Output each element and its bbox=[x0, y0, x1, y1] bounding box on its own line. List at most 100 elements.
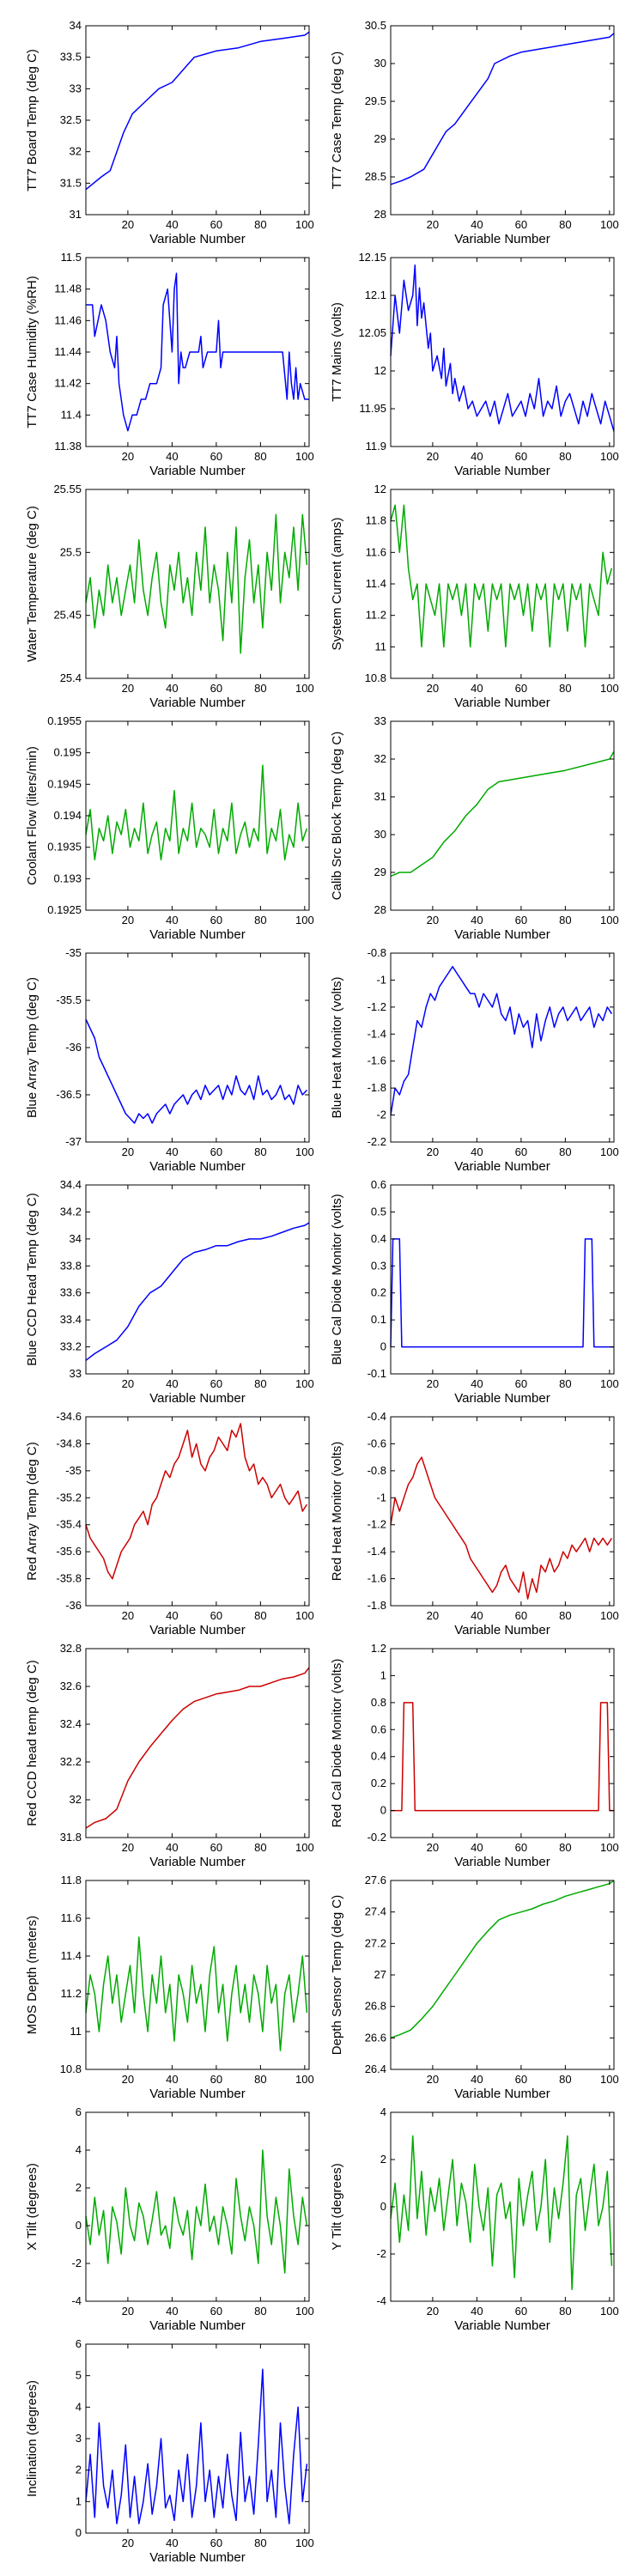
chart-svg: 20 40 60 80 100 -4 -2 0 2 4 Variable Number Y Tilt … bbox=[330, 2105, 619, 2333]
chart-panel-4: 20 40 60 80 100 25.4 25.45 25.5 25.55 Variable Nu… bbox=[25, 483, 314, 710]
y-tick-label: -37 bbox=[65, 1135, 82, 1148]
x-tick-label: 40 bbox=[166, 1609, 178, 1622]
y-tick-label: -0.2 bbox=[368, 1831, 386, 1844]
series-line bbox=[85, 1222, 310, 1361]
x-tick-label: 20 bbox=[427, 450, 439, 463]
y-tick-label: 11.4 bbox=[366, 577, 386, 590]
chart-svg: 20 40 60 80 100 -1.8 -1.6 -1.4 -1.2 -1 -0.8 -0.6 -0.… bbox=[330, 1410, 619, 1637]
x-tick-label: 40 bbox=[166, 682, 178, 695]
x-axis-label: Variable Number bbox=[454, 2318, 550, 2333]
y-tick-label: 0 bbox=[76, 2219, 82, 2232]
y-tick-label: 2 bbox=[76, 2181, 82, 2194]
y-axis-label: Red Heat Monitor (volts) bbox=[330, 1442, 344, 1582]
y-tick-label: 30 bbox=[374, 828, 386, 841]
y-tick-label: 0 bbox=[76, 2526, 82, 2539]
plot-frame bbox=[390, 25, 615, 216]
x-tick-label: 80 bbox=[559, 218, 571, 231]
y-tick-label: 28 bbox=[374, 903, 386, 916]
y-tick-label: 11.8 bbox=[61, 1874, 82, 1886]
y-tick-label: 34.4 bbox=[60, 1178, 82, 1191]
x-tick-label: 60 bbox=[210, 2537, 222, 2549]
y-tick-label: -0.1 bbox=[368, 1367, 386, 1380]
y-tick-label: 2 bbox=[76, 2464, 82, 2476]
x-tick-label: 60 bbox=[210, 682, 222, 695]
y-tick-label: 26.4 bbox=[365, 2063, 386, 2075]
series-line bbox=[85, 513, 308, 654]
x-tick-label: 80 bbox=[559, 1841, 571, 1854]
x-tick-label: 20 bbox=[427, 1841, 439, 1854]
x-tick-label: 40 bbox=[166, 1377, 178, 1390]
y-tick-label: 33 bbox=[70, 1367, 82, 1380]
x-tick-label: 80 bbox=[254, 2073, 266, 2086]
x-tick-label: 20 bbox=[122, 1841, 134, 1854]
x-tick-label: 100 bbox=[600, 218, 619, 231]
y-tick-label: -0.8 bbox=[368, 946, 386, 959]
chart-svg: 20 40 60 80 100 28 29 30 31 32 33 Variable Number Ca… bbox=[330, 714, 619, 942]
y-tick-label: 1.2 bbox=[371, 1642, 386, 1655]
chart-panel-20: 20 40 60 80 100 0 1 2 3 4 5 6 Variable Number Inclina… bbox=[25, 2337, 314, 2565]
series-line bbox=[86, 272, 309, 432]
x-axis-label: Variable Number bbox=[149, 1159, 245, 1174]
y-tick-label: 11.2 bbox=[61, 1987, 82, 2000]
y-tick-label: 0.4 bbox=[371, 1750, 386, 1763]
x-tick-label: 100 bbox=[600, 2305, 619, 2318]
x-tick-label: 80 bbox=[254, 1609, 266, 1622]
x-tick-label: 100 bbox=[600, 1377, 619, 1390]
y-tick-label: 11.9 bbox=[366, 440, 386, 453]
y-tick-label: -35 bbox=[65, 1464, 82, 1477]
x-axis-label: Variable Number bbox=[454, 1159, 550, 1174]
x-tick-label: 60 bbox=[210, 1377, 222, 1390]
y-tick-label: 0 bbox=[380, 1340, 386, 1353]
y-tick-label: 29.5 bbox=[365, 94, 386, 107]
y-axis-label: TT7 Case Humidity (%RH) bbox=[25, 276, 39, 428]
x-tick-label: 80 bbox=[254, 1145, 266, 1158]
y-tick-label: -1.2 bbox=[368, 1000, 386, 1013]
y-tick-label: 26.6 bbox=[365, 2031, 386, 2044]
x-axis-label: Variable Number bbox=[149, 927, 245, 942]
x-tick-label: 20 bbox=[427, 1609, 439, 1622]
series-line bbox=[85, 1423, 308, 1580]
x-tick-label: 100 bbox=[295, 1145, 314, 1158]
y-tick-label: 34 bbox=[70, 19, 82, 32]
chart-panel-5: 20 40 60 80 100 10.8 11 11.2 11.4 11.6 11.8 12 Varia… bbox=[330, 483, 619, 710]
y-tick-label: -1.4 bbox=[368, 1027, 386, 1040]
x-tick-label: 40 bbox=[166, 2073, 178, 2086]
x-axis-label: Variable Number bbox=[149, 2318, 245, 2333]
y-tick-label: 34 bbox=[70, 1232, 82, 1245]
y-tick-label: -35.2 bbox=[56, 1491, 82, 1504]
y-tick-label: 25.45 bbox=[53, 609, 82, 622]
y-tick-label: 31 bbox=[70, 208, 82, 221]
x-tick-label: 100 bbox=[295, 2073, 314, 2086]
y-tick-label: 31.5 bbox=[60, 176, 82, 189]
x-tick-label: 40 bbox=[471, 914, 483, 927]
y-axis-label: MOS Depth (meters) bbox=[25, 1916, 39, 2034]
x-tick-label: 100 bbox=[600, 1609, 619, 1622]
chart-svg: 20 40 60 80 100 10.8 11 11.2 11.4 11.6 11.8 Variabl… bbox=[25, 1874, 314, 2101]
y-axis-label: Red CCD head temp (deg C) bbox=[25, 1660, 39, 1826]
y-tick-label: 12 bbox=[374, 483, 386, 495]
y-tick-label: -0.4 bbox=[368, 1410, 386, 1423]
series-line bbox=[85, 2368, 308, 2524]
x-tick-label: 100 bbox=[295, 2305, 314, 2318]
x-tick-label: 20 bbox=[122, 1377, 134, 1390]
y-tick-label: -2 bbox=[71, 2257, 82, 2269]
y-tick-label: 27 bbox=[374, 1968, 386, 1981]
y-tick-label: 4 bbox=[76, 2143, 82, 2156]
y-tick-label: 27.4 bbox=[365, 1905, 386, 1918]
y-tick-label: 0.6 bbox=[371, 1178, 386, 1191]
x-tick-label: 40 bbox=[471, 1609, 483, 1622]
y-tick-label: 25.4 bbox=[60, 671, 82, 684]
series-line bbox=[85, 764, 308, 861]
x-tick-label: 20 bbox=[122, 1145, 134, 1158]
x-tick-label: 20 bbox=[427, 1145, 439, 1158]
y-tick-label: 11.46 bbox=[54, 313, 82, 326]
y-axis-label: Red Array Temp (deg C) bbox=[25, 1442, 39, 1580]
x-tick-label: 40 bbox=[166, 2305, 178, 2318]
chart-svg: 20 40 60 80 100 28 28.5 29 29.5 30 30.5 Variable Nu… bbox=[330, 19, 619, 246]
x-tick-label: 100 bbox=[600, 914, 619, 927]
x-tick-label: 100 bbox=[295, 2537, 314, 2549]
x-axis-label: Variable Number bbox=[149, 1391, 245, 1406]
y-tick-label: -1.4 bbox=[368, 1545, 386, 1558]
y-tick-label: 25.55 bbox=[53, 483, 82, 495]
y-axis-label: TT7 Case Temp (deg C) bbox=[330, 52, 344, 190]
